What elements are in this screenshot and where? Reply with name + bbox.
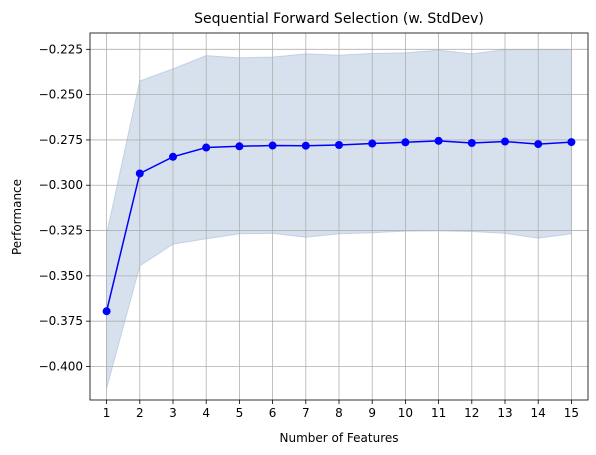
plot-area: 1 2 3 4 5 6 7 8 9 10 11 12 13 14 15−0.400−0.375−0.350−… <box>39 32 589 420</box>
y-tick-label: −0.375 <box>39 314 83 328</box>
x-tick-label: 5 <box>236 406 244 420</box>
data-point <box>335 141 343 150</box>
data-point <box>202 143 211 152</box>
data-point <box>501 137 509 146</box>
x-tick-label: 1 <box>103 406 111 420</box>
data-point <box>135 169 144 178</box>
x-tick-label: 14 <box>531 406 546 420</box>
x-tick-label: 13 <box>497 406 512 420</box>
data-point <box>368 139 377 148</box>
y-tick-label: −0.225 <box>39 42 83 56</box>
data-point <box>235 142 244 151</box>
x-tick-label: 3 <box>169 406 177 420</box>
x-tick-label: 10 <box>398 406 413 420</box>
data-point <box>534 140 543 149</box>
data-point <box>169 152 177 161</box>
x-tick-label: 6 <box>269 406 277 420</box>
x-tick-label: 2 <box>136 406 144 420</box>
x-tick-label: 8 <box>335 406 343 420</box>
data-point <box>467 139 476 148</box>
x-tick-label: 15 <box>564 406 579 420</box>
data-point <box>567 138 576 147</box>
data-point <box>268 141 277 150</box>
data-point <box>401 138 410 147</box>
x-tick-label: 11 <box>431 406 446 420</box>
x-tick-label: 7 <box>302 406 310 420</box>
y-tick-label: −0.275 <box>39 133 83 147</box>
y-tick-label: −0.250 <box>39 88 83 102</box>
x-tick-label: 4 <box>202 406 210 420</box>
y-tick-label: −0.350 <box>39 269 83 283</box>
y-axis-label: Performance <box>10 179 24 255</box>
chart-title: Sequential Forward Selection (w. StdDev) <box>194 11 484 27</box>
data-point <box>102 307 111 316</box>
data-point <box>301 141 310 150</box>
x-axis-label: Number of Features <box>280 431 399 445</box>
y-tick-label: −0.325 <box>39 224 83 238</box>
y-tick-label: −0.300 <box>39 178 83 192</box>
data-point <box>434 136 443 145</box>
x-tick-label: 9 <box>368 406 376 420</box>
x-tick-label: 12 <box>464 406 479 420</box>
y-tick-label: −0.400 <box>39 359 83 373</box>
